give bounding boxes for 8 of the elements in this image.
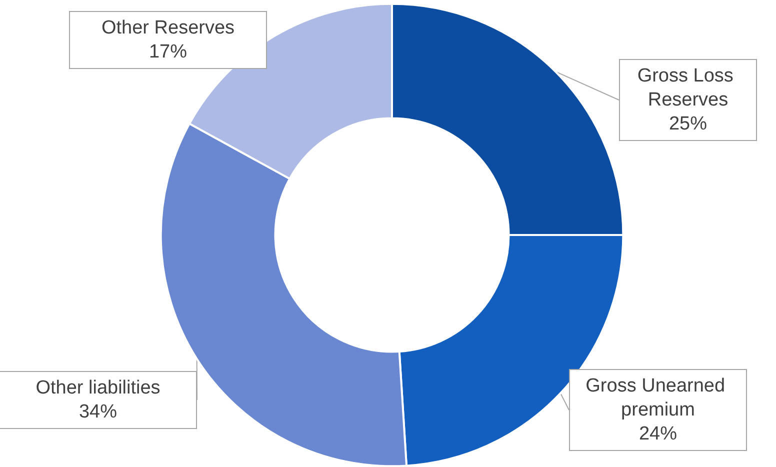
data-label: 25% [668,114,708,134]
slice-label: Gross Loss Reserves [637,66,739,110]
data-label: 24% [638,424,678,444]
data-label: 17% [148,42,188,62]
slice-label: Gross Unearned premium [586,376,730,420]
data-label: 34% [78,402,118,422]
slice-label: Other Reserves [101,18,235,38]
slice-label: Other liabilities [36,378,160,398]
